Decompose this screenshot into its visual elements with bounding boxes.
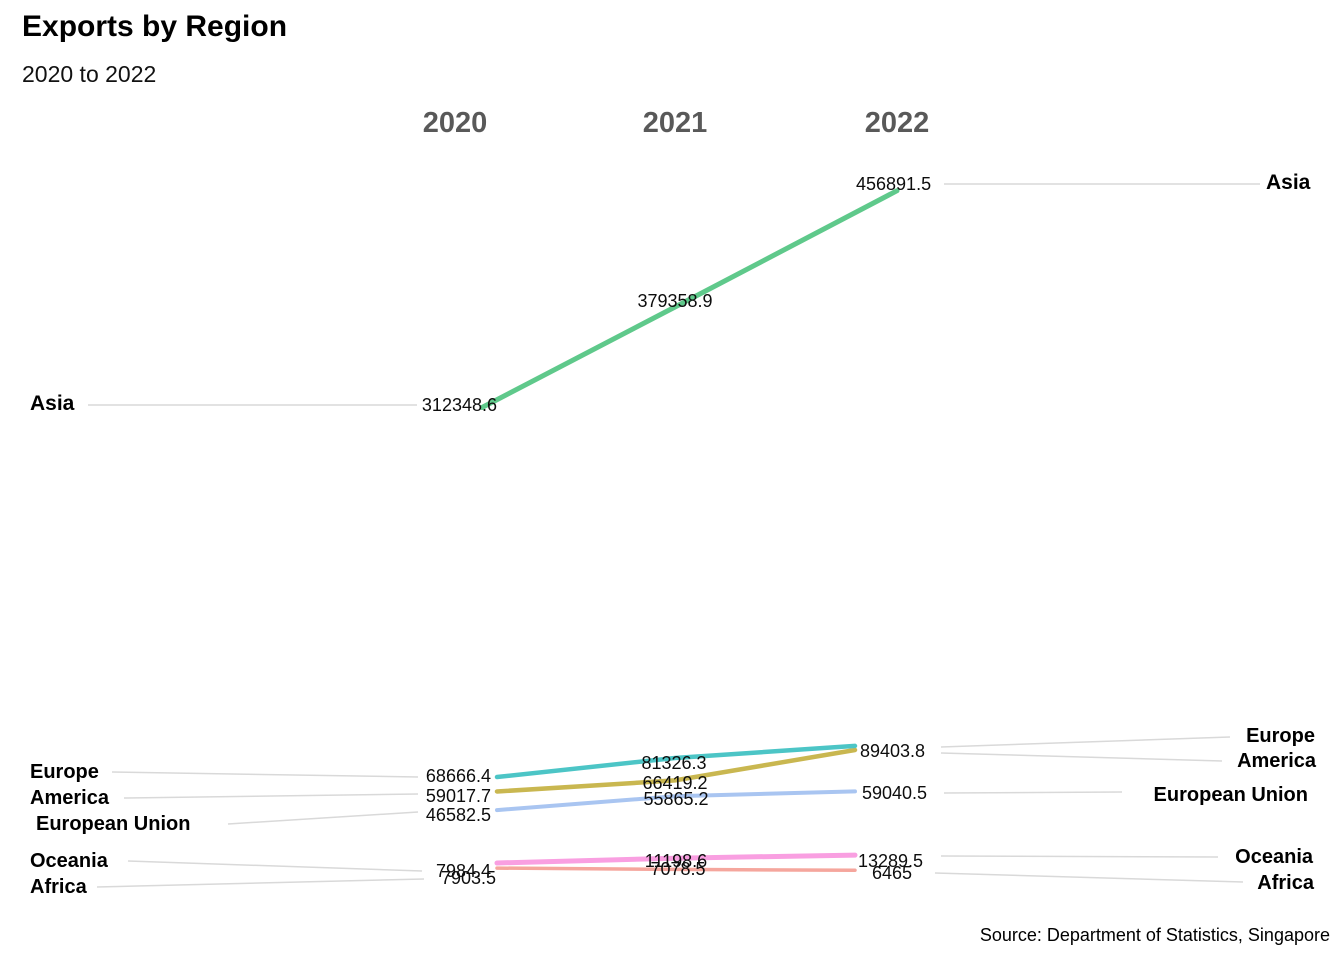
source-caption: Source: Department of Statistics, Singap… [979, 925, 1330, 945]
value-label-africa-2021: 7078.5 [650, 859, 706, 879]
value-label-oceania-2021: 11198.6 [644, 851, 708, 871]
value-label-america-2020: 59017.7 [425, 786, 491, 806]
region-label-oceania-left: Oceania [30, 850, 108, 872]
region-label-european-union-right: European Union [1153, 784, 1308, 806]
leader-europe-left [111, 771, 419, 778]
region-label-africa-right: Africa [1257, 872, 1314, 894]
leader-european-union-left [227, 811, 419, 825]
value-label-europe-2020: 68666.4 [425, 766, 491, 786]
leader-oceania-right [940, 855, 1219, 858]
slope-line-europe [494, 743, 858, 780]
value-label-european-union-2020: 46582.5 [425, 805, 491, 825]
region-label-asia-left: Asia [30, 392, 75, 415]
region-label-america-left: America [30, 787, 109, 809]
region-label-europe-right: Europe [1246, 725, 1315, 747]
slope-line-european-union [495, 789, 857, 813]
value-label-european-union-2022: 59040.5 [862, 783, 928, 803]
value-label-europe-2021: 81326.3 [641, 753, 707, 773]
region-label-america-right: America [1237, 750, 1316, 772]
value-label-europe-2022: 89403.8 [860, 741, 926, 761]
leader-america-right [940, 752, 1223, 762]
slope-line-africa [495, 866, 857, 873]
leader-africa-left [96, 878, 425, 888]
value-label-oceania-2020: 7984.4 [435, 861, 491, 881]
value-label-africa-2022: 6465 [872, 863, 913, 883]
leader-european-union-right [943, 791, 1123, 794]
leader-europe-right [940, 736, 1231, 748]
value-label-asia-2021: 379358.9 [637, 291, 713, 311]
region-label-europe-left: Europe [30, 761, 99, 783]
region-label-asia-right: Asia [1266, 171, 1311, 194]
region-label-european-union-left: European Union [36, 813, 191, 835]
slope-line-asia [479, 188, 900, 410]
column-header-2022: 2022 [864, 107, 930, 139]
leader-africa-right [934, 872, 1244, 883]
value-label-oceania-2022: 13289.5 [858, 851, 924, 871]
leader-america-left [123, 793, 419, 799]
value-label-america-2021: 66419.2 [642, 773, 708, 793]
column-header-2021: 2021 [642, 107, 708, 139]
value-label-asia-2022: 456891.5 [856, 174, 932, 194]
chart-title: Exports by Region [22, 10, 288, 43]
value-label-africa-2020: 7903.5 [440, 868, 496, 888]
value-label-asia-2020: 312348.6 [421, 395, 497, 415]
slope-line-america [494, 747, 858, 794]
region-label-africa-left: Africa [30, 876, 87, 898]
leader-oceania-left [127, 860, 423, 872]
column-header-2020: 2020 [422, 107, 488, 139]
region-label-oceania-right: Oceania [1235, 846, 1313, 868]
leader-lines [88, 183, 1260, 888]
chart-subtitle: 2020 to 2022 [22, 61, 157, 87]
slope-line-oceania [494, 852, 858, 866]
value-label-european-union-2021: 55865.2 [643, 789, 709, 809]
